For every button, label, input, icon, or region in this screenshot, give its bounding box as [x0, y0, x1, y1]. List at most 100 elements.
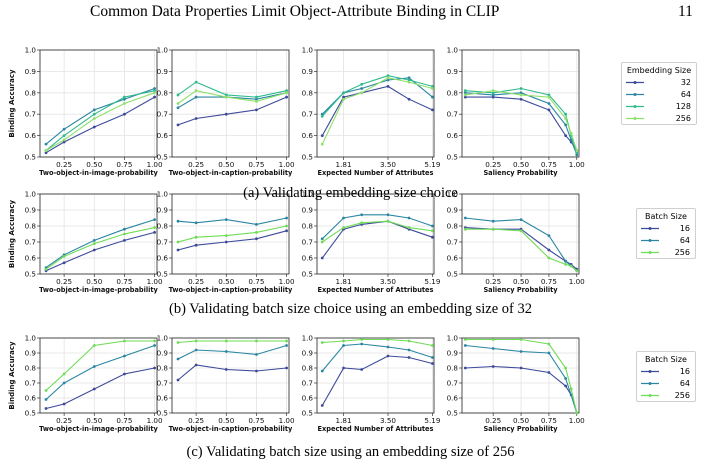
data-point: [153, 87, 156, 90]
y-tick-label: 0.7: [25, 379, 36, 388]
data-point: [491, 227, 495, 231]
data-point: [62, 255, 66, 258]
series-line-256: [321, 77, 433, 145]
legend-label: 32: [680, 77, 691, 87]
y-tick-label: 0.7: [447, 379, 458, 388]
y-tick-label: 0.6: [25, 254, 37, 263]
plot-frame: [171, 49, 290, 158]
data-point: [123, 112, 126, 116]
caption-c: (c) Validating batch size using an embed…: [186, 444, 515, 460]
y-tick-label: 0.9: [302, 67, 314, 76]
x-axis-label: Expected Number of Attributes: [318, 169, 434, 177]
legend-swatch: [641, 391, 659, 400]
data-point: [575, 151, 579, 155]
plot-frame: [316, 193, 435, 275]
x-tick-label: 1.00: [147, 160, 163, 169]
data-point: [564, 384, 568, 388]
series-line-128: [321, 75, 433, 117]
data-point: [547, 234, 551, 238]
series-line-16: [321, 355, 433, 406]
legend-label: 16: [679, 366, 690, 376]
data-point: [176, 106, 180, 110]
legend-swatch: [626, 102, 644, 111]
data-point: [564, 112, 568, 116]
y-tick-label: 0.7: [302, 110, 313, 119]
data-point: [491, 219, 495, 223]
y-tick-label: 0.6: [447, 131, 459, 140]
data-point: [44, 142, 48, 146]
data-point: [320, 369, 324, 373]
plot-frame: [316, 49, 435, 158]
data-point: [320, 404, 324, 407]
y-tick-label: 0.9: [447, 67, 459, 76]
chart-panel: 0.5 0.6 0.7 0.8 0.9 1.0 0.25 0.50 0.75 1.00Two-ob…: [157, 46, 295, 178]
data-point: [44, 398, 48, 401]
x-tick-label: 0.75: [248, 160, 264, 169]
data-point: [564, 134, 568, 138]
plot-frame: [39, 49, 158, 158]
x-tick-label: 0.75: [541, 277, 557, 286]
y-tick-label: 0.8: [25, 88, 37, 97]
data-point: [386, 338, 390, 341]
data-point: [342, 97, 345, 101]
plot-area: [317, 338, 434, 413]
data-point: [224, 234, 228, 238]
data-point: [360, 213, 364, 217]
data-point: [62, 134, 66, 138]
y-tick-label: 0.8: [302, 364, 314, 373]
data-point: [153, 95, 156, 99]
data-point: [194, 89, 198, 93]
caption-b: (b) Validating batch size choice using a…: [169, 301, 532, 317]
data-point: [224, 350, 228, 353]
data-point: [519, 338, 523, 341]
page-number: 11: [678, 3, 693, 20]
data-point: [285, 216, 288, 220]
y-tick-label: 0.8: [157, 222, 169, 231]
plot-frame: [171, 337, 290, 414]
x-tick-label: 0.50: [218, 277, 234, 286]
legend-swatch-icon: [641, 393, 659, 397]
data-point: [194, 243, 198, 247]
x-axis-label: Saliency Probability: [483, 286, 558, 294]
y-tick-label: 0.5: [447, 270, 458, 279]
y-axis-label: Binding Accuracy: [8, 199, 16, 268]
legend-entry: 16: [637, 365, 695, 377]
x-tick-label: 0.25: [188, 160, 204, 169]
chart-panel: 0.5 0.6 0.7 0.8 0.9 1.0 0.25 0.50 0.75 1.00Two-ob…: [8, 190, 163, 295]
data-point: [564, 263, 568, 266]
series-line-64: [321, 214, 433, 240]
plot-frame: [39, 193, 158, 275]
data-point: [224, 95, 228, 99]
data-point: [62, 372, 66, 376]
data-point: [431, 224, 434, 228]
data-point: [255, 237, 258, 241]
data-point: [360, 82, 364, 86]
data-point: [176, 219, 180, 223]
data-point: [547, 256, 551, 260]
data-point: [62, 261, 66, 265]
plot-area: [462, 194, 579, 274]
data-point: [360, 338, 364, 341]
series-line-256: [321, 220, 433, 243]
series-line-256: [322, 338, 433, 347]
data-point: [431, 87, 434, 90]
legend-entry: 32: [622, 76, 696, 88]
plot-frame: [316, 337, 435, 414]
y-tick-label: 1.0: [302, 190, 314, 199]
data-point: [575, 153, 579, 157]
y-tick-label: 0.9: [25, 67, 37, 76]
data-point: [386, 219, 390, 223]
x-tick-label: 1.00: [569, 277, 585, 286]
data-point: [92, 242, 96, 246]
data-point: [431, 235, 434, 239]
data-point: [519, 87, 523, 90]
data-point: [407, 348, 411, 352]
data-point: [491, 338, 495, 341]
data-point: [194, 80, 198, 84]
data-point: [153, 231, 156, 234]
data-point: [194, 363, 198, 367]
chart-panel: 0.5 0.6 0.7 0.8 0.9 1.0 0.25 0.50 0.75 1.00 Salien…: [447, 334, 586, 434]
data-point: [407, 78, 411, 82]
plot-frame: [461, 337, 580, 414]
y-tick-label: 0.9: [302, 206, 314, 215]
